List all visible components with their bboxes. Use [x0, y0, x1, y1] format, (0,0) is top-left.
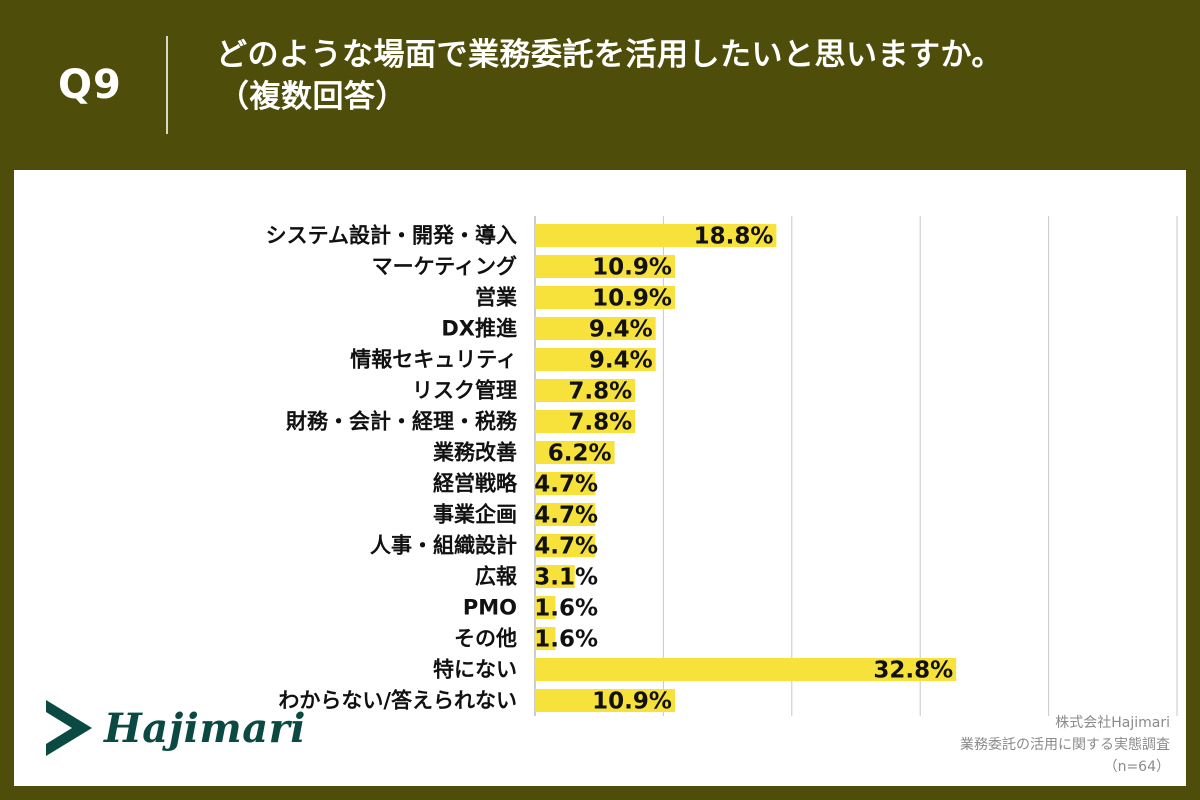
value-label: 3.1% — [534, 565, 598, 591]
bar — [535, 534, 596, 557]
value-label: 6.2% — [548, 441, 612, 467]
bar — [535, 224, 777, 247]
bar — [535, 255, 675, 278]
category-label: 事業企画 — [433, 503, 517, 527]
bar — [535, 472, 596, 495]
bar — [535, 627, 556, 650]
question-number: Q9 — [58, 62, 122, 108]
source-company: 株式会社Hajimari — [1055, 715, 1170, 731]
bar — [535, 658, 957, 681]
category-label: 営業 — [475, 286, 518, 310]
question-title-line2: （複数回答） — [218, 79, 407, 115]
source-note: 株式会社Hajimari 業務委託の活用に関する実態調査 （n=64） — [960, 712, 1170, 778]
category-label: DX推進 — [441, 317, 517, 341]
value-label: 4.7% — [534, 503, 598, 529]
source-survey: 業務委託の活用に関する実態調査 — [960, 737, 1170, 753]
value-label: 7.8% — [568, 410, 632, 436]
value-label: 18.8% — [694, 224, 774, 250]
category-label: 情報セキュリティ — [350, 348, 517, 372]
bar — [535, 596, 556, 619]
bar — [535, 441, 615, 464]
category-label: 業務改善 — [433, 441, 517, 465]
logo: Hajimari — [46, 700, 306, 756]
bar — [535, 317, 656, 340]
header-divider — [166, 36, 168, 134]
bar — [535, 689, 675, 712]
category-label: 広報 — [475, 565, 518, 589]
bar — [535, 565, 575, 588]
bar — [535, 410, 636, 433]
bar — [535, 286, 675, 309]
category-label: 経営戦略 — [433, 472, 518, 496]
value-label: 10.9% — [592, 689, 672, 715]
category-label: システム設計・開発・導入 — [266, 224, 517, 248]
value-label: 1.6% — [534, 596, 598, 622]
value-label: 9.4% — [589, 317, 653, 343]
value-label: 9.4% — [589, 348, 653, 374]
category-label: マーケティング — [372, 255, 517, 279]
value-label: 32.8% — [873, 658, 953, 684]
value-label: 10.9% — [592, 286, 672, 312]
value-label: 4.7% — [534, 472, 598, 498]
value-label: 7.8% — [568, 379, 632, 405]
logo-text: Hajimari — [104, 704, 306, 752]
source-sample: （n=64） — [1103, 759, 1170, 775]
question-title: どのような場面で業務委託を活用したいと思いますか。 （複数回答） — [216, 34, 1003, 118]
category-label: 特にない — [433, 658, 517, 682]
value-label: 10.9% — [592, 255, 672, 281]
bar — [535, 503, 596, 526]
category-label: PMO — [463, 596, 517, 620]
value-label: 1.6% — [534, 627, 598, 653]
category-label: 人事・組織設計 — [370, 534, 517, 558]
chevron-arrow-icon — [46, 700, 92, 756]
category-label: リスク管理 — [412, 379, 517, 403]
category-label: 財務・会計・経理・税務 — [286, 410, 518, 434]
bar — [535, 379, 636, 402]
category-label: その他 — [454, 627, 517, 651]
question-title-line1: どのような場面で業務委託を活用したいと思いますか。 — [216, 37, 1003, 73]
value-label: 4.7% — [534, 534, 598, 560]
bar — [535, 348, 656, 371]
category-label: わからない/答えられない — [278, 689, 517, 713]
